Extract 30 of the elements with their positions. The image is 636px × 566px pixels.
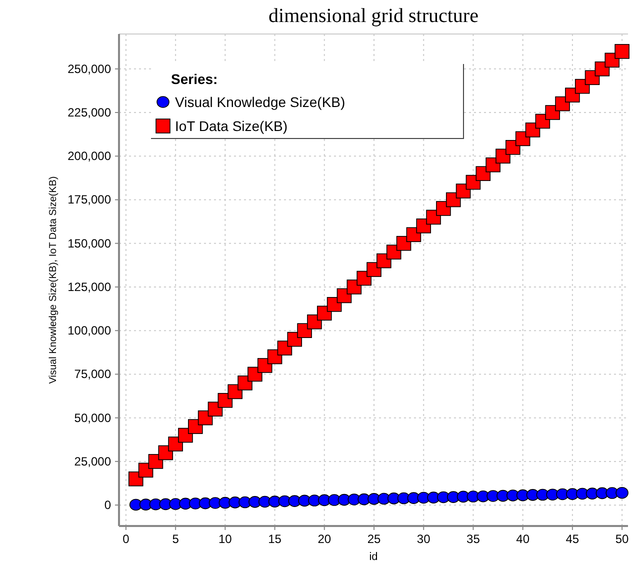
x-tick-label: 10 bbox=[218, 532, 232, 546]
y-tick-label: 250,000 bbox=[68, 62, 112, 76]
y-tick-label: 0 bbox=[104, 498, 112, 512]
x-tick-label: 0 bbox=[122, 532, 130, 546]
point bbox=[616, 486, 628, 499]
legend-label: Visual Knowledge Size(KB) bbox=[175, 94, 346, 110]
x-tick-label: 20 bbox=[318, 532, 332, 546]
x-tick-label: 30 bbox=[416, 532, 431, 546]
y-tick-label: 100,000 bbox=[68, 324, 112, 338]
legend-label: IoT Data Size(KB) bbox=[175, 118, 288, 134]
y-tick-label: 125,000 bbox=[68, 280, 112, 294]
legend-title: Series: bbox=[171, 71, 218, 87]
x-tick-label: 25 bbox=[367, 532, 381, 546]
x-tick-label: 50 bbox=[615, 532, 630, 546]
y-axis-title: Visual Knowledge Size(KB), IoT Data Size(KB) bbox=[48, 176, 59, 384]
y-tick-label: 200,000 bbox=[68, 149, 112, 164]
x-axis-title: id bbox=[369, 551, 378, 563]
y-tick-label: 150,000 bbox=[68, 236, 112, 250]
y-tick-label: 175,000 bbox=[68, 192, 112, 207]
point bbox=[614, 44, 630, 59]
chart-title: dimensional grid structure bbox=[268, 5, 479, 27]
x-tick-label: 5 bbox=[172, 532, 180, 546]
x-tick-label: 40 bbox=[516, 532, 530, 546]
y-tick-label: 75,000 bbox=[74, 367, 112, 382]
y-tick-label: 25,000 bbox=[74, 454, 112, 468]
y-tick-label: 50,000 bbox=[74, 410, 112, 425]
x-tick-label: 45 bbox=[566, 532, 580, 546]
x-tick-label: 35 bbox=[466, 532, 480, 546]
x-tick-label: 15 bbox=[268, 532, 282, 546]
y-tick-label: 225,000 bbox=[68, 106, 112, 120]
